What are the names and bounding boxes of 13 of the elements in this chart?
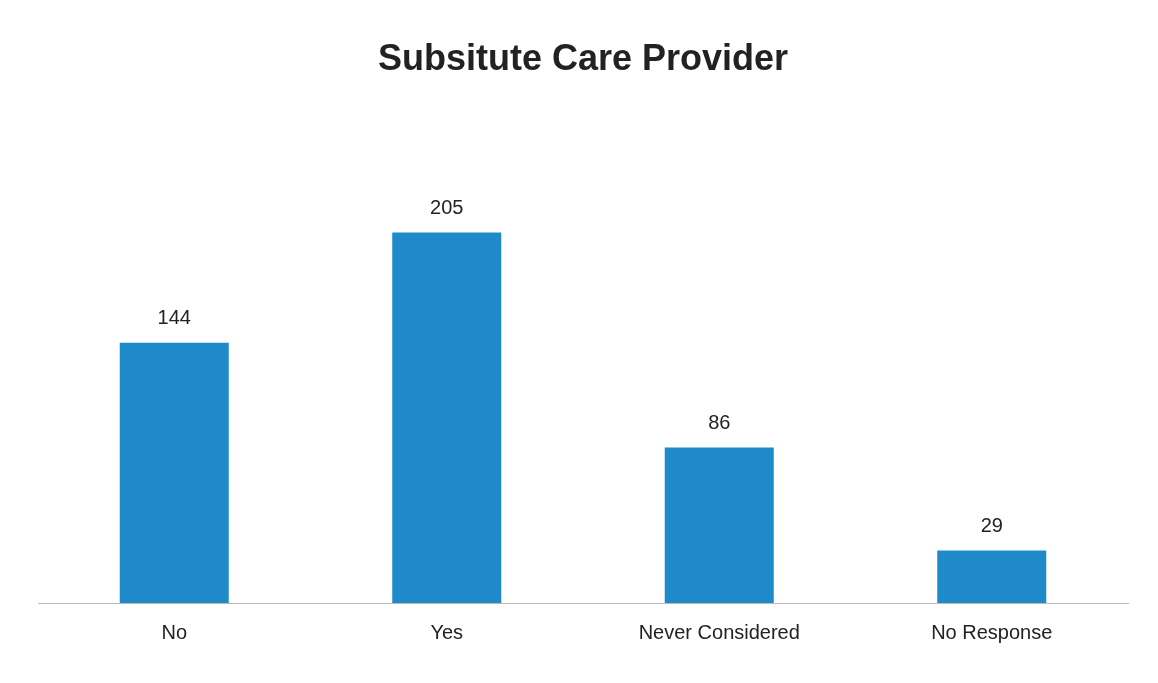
x-tick-label: Never Considered (638, 620, 800, 643)
bar (664, 447, 774, 603)
x-tick-label: Yes (430, 620, 464, 643)
bar (392, 232, 502, 603)
bar (937, 550, 1047, 603)
x-tick-label: No Response (931, 620, 1053, 643)
data-label: 86 (708, 411, 731, 434)
data-label: 144 (157, 306, 191, 329)
data-label: 29 (980, 514, 1003, 537)
chart-title: Subsitute Care Provider (377, 36, 789, 78)
x-tick-label: No (161, 620, 188, 643)
bar (119, 342, 229, 603)
data-label: 205 (430, 196, 464, 219)
